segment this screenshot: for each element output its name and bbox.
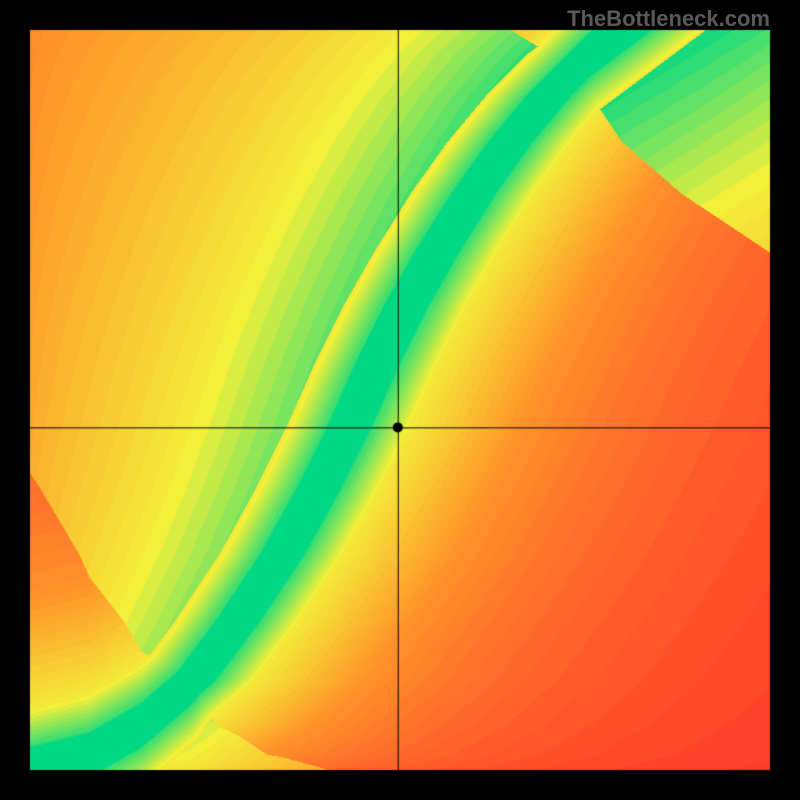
heatmap-canvas — [0, 0, 800, 800]
watermark-text: TheBottleneck.com — [567, 6, 770, 32]
chart-container: TheBottleneck.com — [0, 0, 800, 800]
